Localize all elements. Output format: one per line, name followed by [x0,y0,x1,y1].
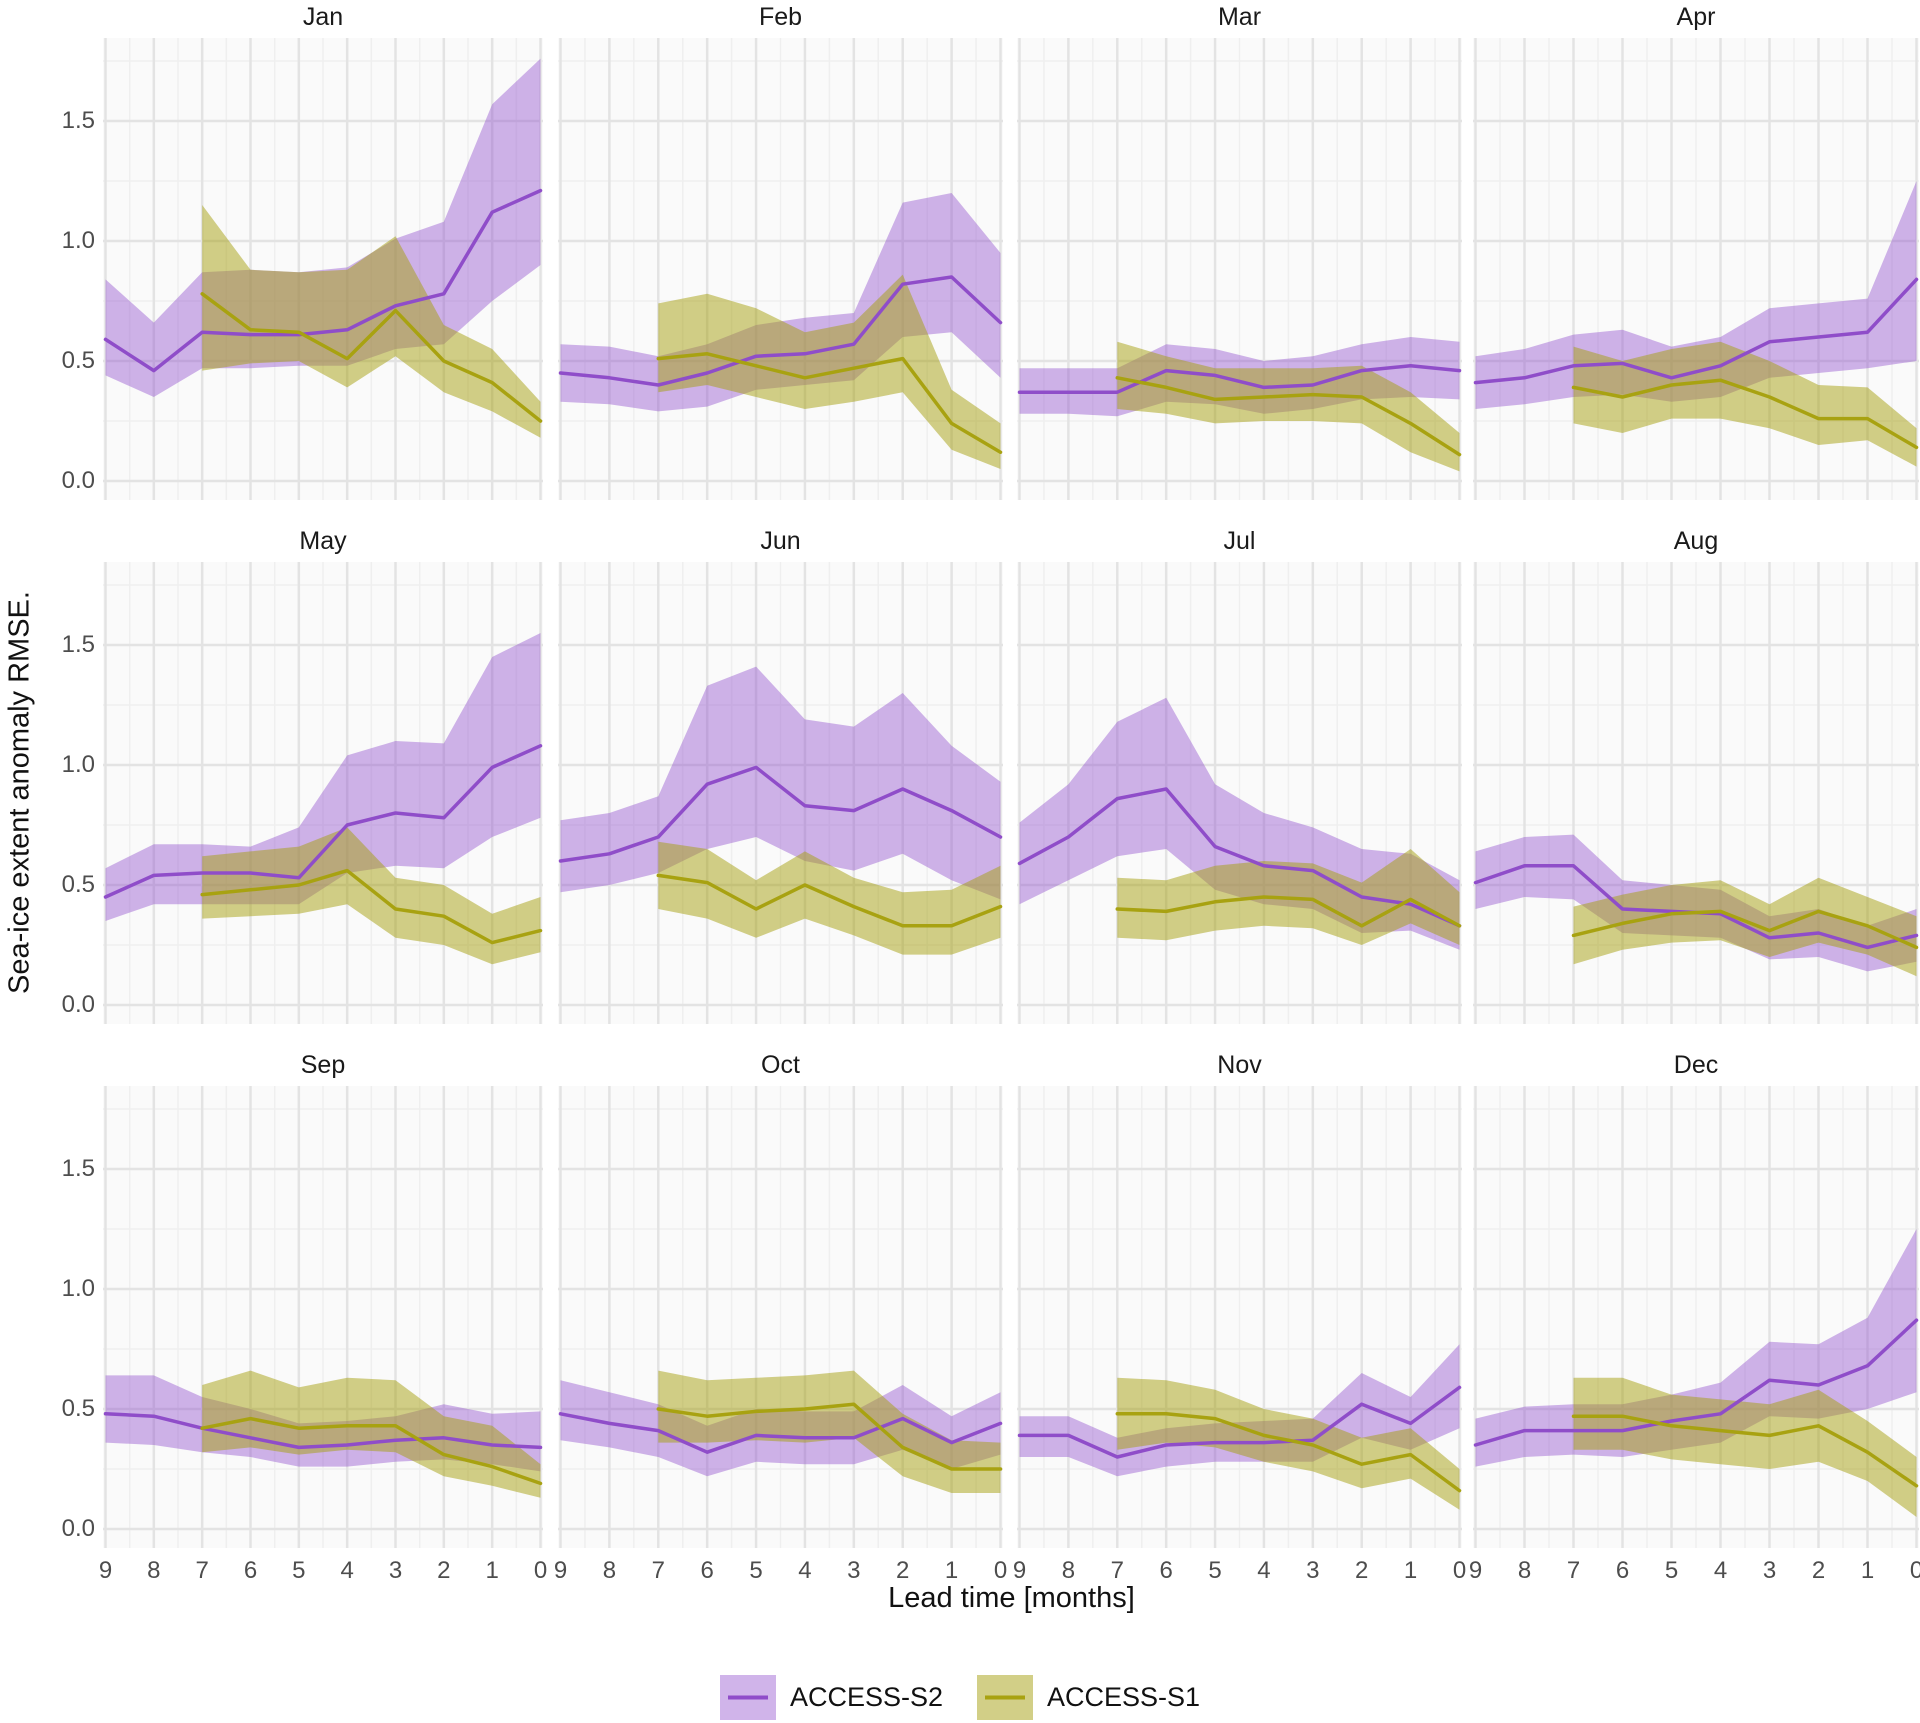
x-tick-label: 4 [798,1557,812,1584]
facet-title-jul: Jul [1223,527,1256,555]
x-tick-label: 0 [533,1557,548,1584]
facet-panel-feb [558,38,1003,500]
x-tick-label: 6 [243,1557,258,1584]
facet-panel-mar [1017,38,1462,500]
facet-title-sep: Sep [300,1051,346,1079]
x-tick-label: 2 [437,1557,451,1584]
facet-title-apr: Apr [1676,3,1716,31]
facet-title-aug: Aug [1673,527,1719,555]
x-tick-label: 4 [1257,1557,1271,1584]
y-tick-label: 0.0 [61,467,95,494]
facet-panel-dec [1473,1086,1919,1548]
x-tick-label: 7 [1566,1557,1581,1584]
x-tick-label: 1 [485,1557,499,1584]
x-tick-label: 3 [1762,1557,1777,1584]
x-tick-label: 0 [993,1557,1008,1584]
x-tick-label: 5 [292,1557,306,1584]
y-tick-label: 0.5 [61,347,95,374]
x-tick-label: 3 [1306,1557,1320,1584]
x-tick-label: 2 [1355,1557,1369,1584]
legend-entry-access-s1: ACCESS-S1 [977,1675,1200,1720]
x-tick-label: 9 [98,1557,113,1584]
x-tick-label: 3 [388,1557,403,1584]
x-tick-label: 1 [1860,1557,1875,1584]
facet-panel-jul [1017,562,1462,1024]
x-tick-label: 7 [195,1557,209,1584]
legend-entry-access-s2: ACCESS-S2 [719,1675,943,1720]
x-tick-label: 5 [749,1557,763,1584]
facet-title-mar: Mar [1217,3,1262,31]
y-tick-label: 0.0 [61,991,95,1018]
x-tick-label: 7 [1110,1557,1124,1584]
x-tick-label: 8 [1061,1557,1076,1584]
facet-panel-jun [558,562,1003,1024]
facet-title-feb: Feb [758,3,803,31]
facet-title-jun: Jun [760,527,801,555]
x-tick-label: 1 [944,1557,959,1584]
y-tick-label: 0.5 [61,871,95,898]
x-tick-label: 9 [1012,1557,1027,1584]
facet-panel-jan [103,38,543,500]
legend-label: ACCESS-S2 [789,1682,943,1712]
x-tick-label: 1 [1403,1557,1418,1584]
x-tick-label: 9 [553,1557,568,1584]
x-tick-label: 9 [1468,1557,1483,1584]
x-tick-label: 0 [1909,1557,1920,1584]
x-axis-title: Lead time [months] [888,1582,1135,1614]
x-tick-label: 6 [1615,1557,1630,1584]
facet-title-may: May [299,527,347,555]
y-tick-label: 1.0 [61,751,95,778]
x-tick-label: 5 [1208,1557,1222,1584]
legend-key-s2-icon [719,1675,776,1720]
y-axis-title: Sea-ice extent anomaly RMSE. [3,591,36,995]
legend: ACCESS-S2 ACCESS-S1 [0,1672,1920,1723]
facet-panel-aug [1473,562,1919,1024]
x-tick-label: 0 [1452,1557,1467,1584]
x-tick-label: 4 [1713,1557,1728,1584]
legend-label: ACCESS-S1 [1047,1682,1201,1712]
y-tick-label: 1.5 [61,107,95,134]
x-tick-label: 2 [1811,1557,1826,1584]
x-tick-label: 8 [1517,1557,1532,1584]
facet-panel-oct [558,1086,1003,1548]
x-tick-label: 8 [147,1557,161,1584]
y-tick-label: 1.0 [61,1275,95,1302]
x-tick-label: 8 [602,1557,617,1584]
facet-panel-nov [1017,1086,1462,1548]
facet-title-jan: Jan [302,3,344,31]
x-tick-label: 6 [700,1557,714,1584]
facet-panel-may [103,562,543,1024]
facet-panel-sep [103,1086,543,1548]
y-tick-label: 1.0 [61,227,95,254]
x-tick-label: 6 [1159,1557,1173,1584]
x-tick-label: 7 [651,1557,665,1584]
x-tick-label: 2 [896,1557,910,1584]
x-tick-label: 4 [340,1557,354,1584]
facet-title-oct: Oct [761,1051,800,1079]
x-tick-label: 3 [847,1557,861,1584]
facet-panel-apr [1473,38,1919,500]
y-tick-label: 0.0 [61,1515,95,1542]
y-tick-label: 1.5 [61,1155,95,1182]
facet-title-dec: Dec [1673,1051,1719,1079]
y-tick-label: 1.5 [61,631,95,658]
x-tick-label: 5 [1664,1557,1679,1584]
legend-key-s1-icon [977,1675,1033,1720]
y-tick-label: 0.5 [61,1395,95,1422]
facet-title-nov: Nov [1217,1051,1262,1079]
